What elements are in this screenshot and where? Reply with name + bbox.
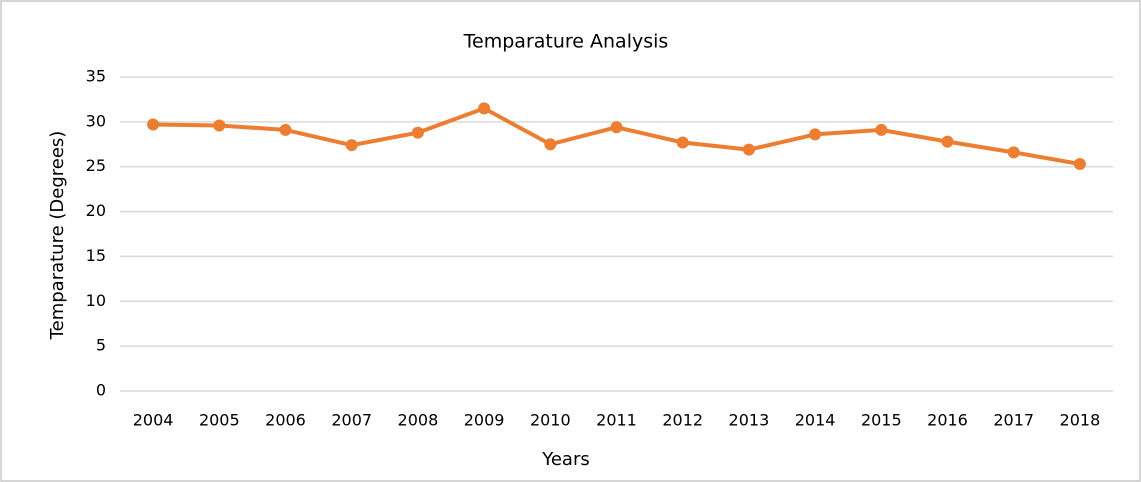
- x-tick-label: 2009: [464, 411, 505, 430]
- x-tick-label: 2012: [662, 411, 703, 430]
- y-tick-label: 10: [86, 291, 106, 310]
- marker: [742, 143, 755, 156]
- marker: [147, 118, 160, 131]
- x-tick-label: 2016: [927, 411, 968, 430]
- marker: [279, 123, 292, 136]
- y-axis-label: Temparature (Degrees): [47, 131, 68, 341]
- x-tick-label: 2013: [729, 411, 770, 430]
- x-tick-label: 2010: [530, 411, 571, 430]
- y-tick-label: 25: [86, 156, 106, 175]
- x-tick-label: 2015: [861, 411, 902, 430]
- y-tick-label: 15: [86, 246, 106, 265]
- marker: [809, 128, 822, 141]
- marker: [478, 102, 491, 115]
- marker: [676, 136, 689, 149]
- x-tick-label: 2006: [265, 411, 306, 430]
- x-tick-label: 2018: [1060, 411, 1101, 430]
- marker: [1007, 146, 1020, 159]
- x-tick-label: 2007: [331, 411, 372, 430]
- marker: [213, 119, 226, 132]
- marker: [544, 138, 557, 151]
- x-tick-label: 2008: [398, 411, 439, 430]
- x-tick-label: 2005: [199, 411, 240, 430]
- x-axis-label: Years: [541, 449, 590, 470]
- y-tick-label: 30: [86, 111, 106, 130]
- y-tick-label: 5: [96, 336, 106, 355]
- marker: [941, 135, 954, 148]
- x-tick-label: 2011: [596, 411, 637, 430]
- marker: [411, 126, 424, 139]
- x-tick-label: 2004: [133, 411, 174, 430]
- marker: [875, 123, 888, 136]
- y-tick-label: 20: [86, 201, 106, 220]
- marker: [610, 121, 623, 134]
- marker: [345, 139, 358, 152]
- y-tick-label: 35: [86, 67, 106, 86]
- marker: [1073, 158, 1086, 171]
- chart-title: Temparature Analysis: [463, 31, 669, 53]
- x-tick-label: 2014: [795, 411, 836, 430]
- x-tick-label: 2017: [993, 411, 1034, 430]
- y-tick-label: 0: [96, 381, 106, 400]
